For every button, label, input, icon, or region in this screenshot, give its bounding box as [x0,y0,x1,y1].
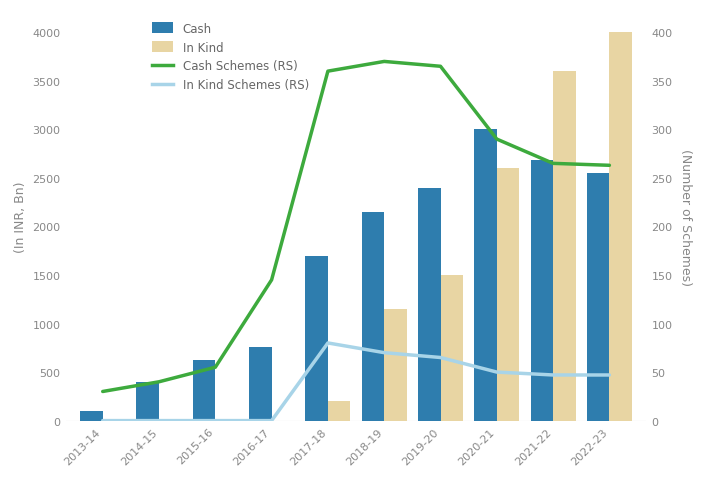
Bar [328,401,350,421]
Y-axis label: (In INR, Bn): (In INR, Bn) [14,181,27,253]
Bar [553,72,575,421]
Bar [418,188,441,421]
In Kind Schemes (RS) [549,372,557,378]
In Kind Schemes (RS) [323,340,332,346]
Line: In Kind Schemes (RS): In Kind Schemes (RS) [102,343,609,421]
Cash Schemes (RS) [98,389,107,395]
Cash Schemes (RS) [549,161,557,167]
Bar [609,33,632,421]
Legend: Cash, In Kind, Cash Schemes (RS), In Kind Schemes (RS): Cash, In Kind, Cash Schemes (RS), In Kin… [148,18,313,97]
In Kind Schemes (RS) [211,418,220,424]
Cash Schemes (RS) [436,64,445,70]
Bar [249,347,272,421]
Bar [587,174,609,421]
Cash Schemes (RS) [323,69,332,75]
Cash Schemes (RS) [268,277,276,283]
Cash Schemes (RS) [605,163,614,169]
In Kind Schemes (RS) [98,418,107,424]
Bar [384,309,407,421]
Bar [136,382,159,421]
Line: Cash Schemes (RS): Cash Schemes (RS) [102,62,609,392]
Cash Schemes (RS) [211,365,220,371]
In Kind Schemes (RS) [380,350,388,356]
In Kind Schemes (RS) [436,355,445,360]
Cash Schemes (RS) [493,137,501,143]
In Kind Schemes (RS) [605,372,614,378]
Bar [441,276,463,421]
In Kind Schemes (RS) [155,418,163,424]
Bar [497,169,520,421]
In Kind Schemes (RS) [493,370,501,375]
In Kind Schemes (RS) [268,418,276,424]
Bar [474,130,497,421]
Bar [306,256,328,421]
Cash Schemes (RS) [155,379,163,385]
Y-axis label: (Number of Schemes): (Number of Schemes) [679,149,692,286]
Cash Schemes (RS) [380,60,388,65]
Bar [193,360,215,421]
Bar [361,213,384,421]
Bar [531,161,553,421]
Bar [80,411,102,421]
